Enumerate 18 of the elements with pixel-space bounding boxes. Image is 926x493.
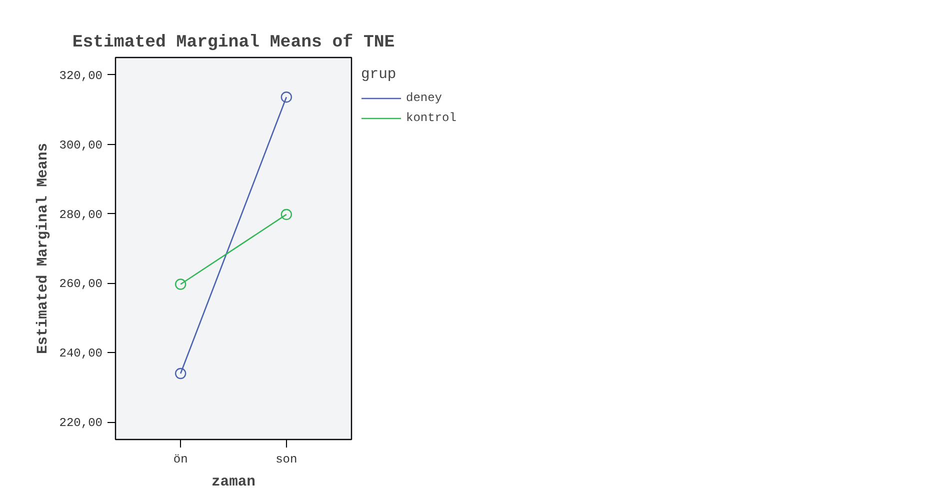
legend-label: kontrol — [406, 111, 456, 125]
y-axis-title: Estimated Marginal Means — [35, 142, 52, 354]
x-tick-label: son — [276, 452, 298, 466]
y-tick-label: 240,00 — [59, 346, 103, 361]
y-tick-label: 280,00 — [59, 208, 103, 222]
point — [280, 208, 292, 220]
y-tick-label: 220,00 — [59, 416, 103, 430]
y-tick-label: 260,00 — [59, 277, 103, 292]
point — [280, 92, 292, 103]
x-axis-title: zaman — [212, 474, 256, 490]
point — [174, 368, 186, 380]
legend-title: grup — [361, 67, 398, 83]
y-tick-label: 300,00 — [59, 138, 103, 152]
y-tick-label: 320,00 — [59, 68, 103, 83]
chart-title: Estimated Marginal Means of TNE — [72, 34, 395, 52]
x-tick-label: ön — [173, 452, 188, 466]
legend-label: deney — [406, 91, 442, 105]
point — [174, 278, 186, 290]
